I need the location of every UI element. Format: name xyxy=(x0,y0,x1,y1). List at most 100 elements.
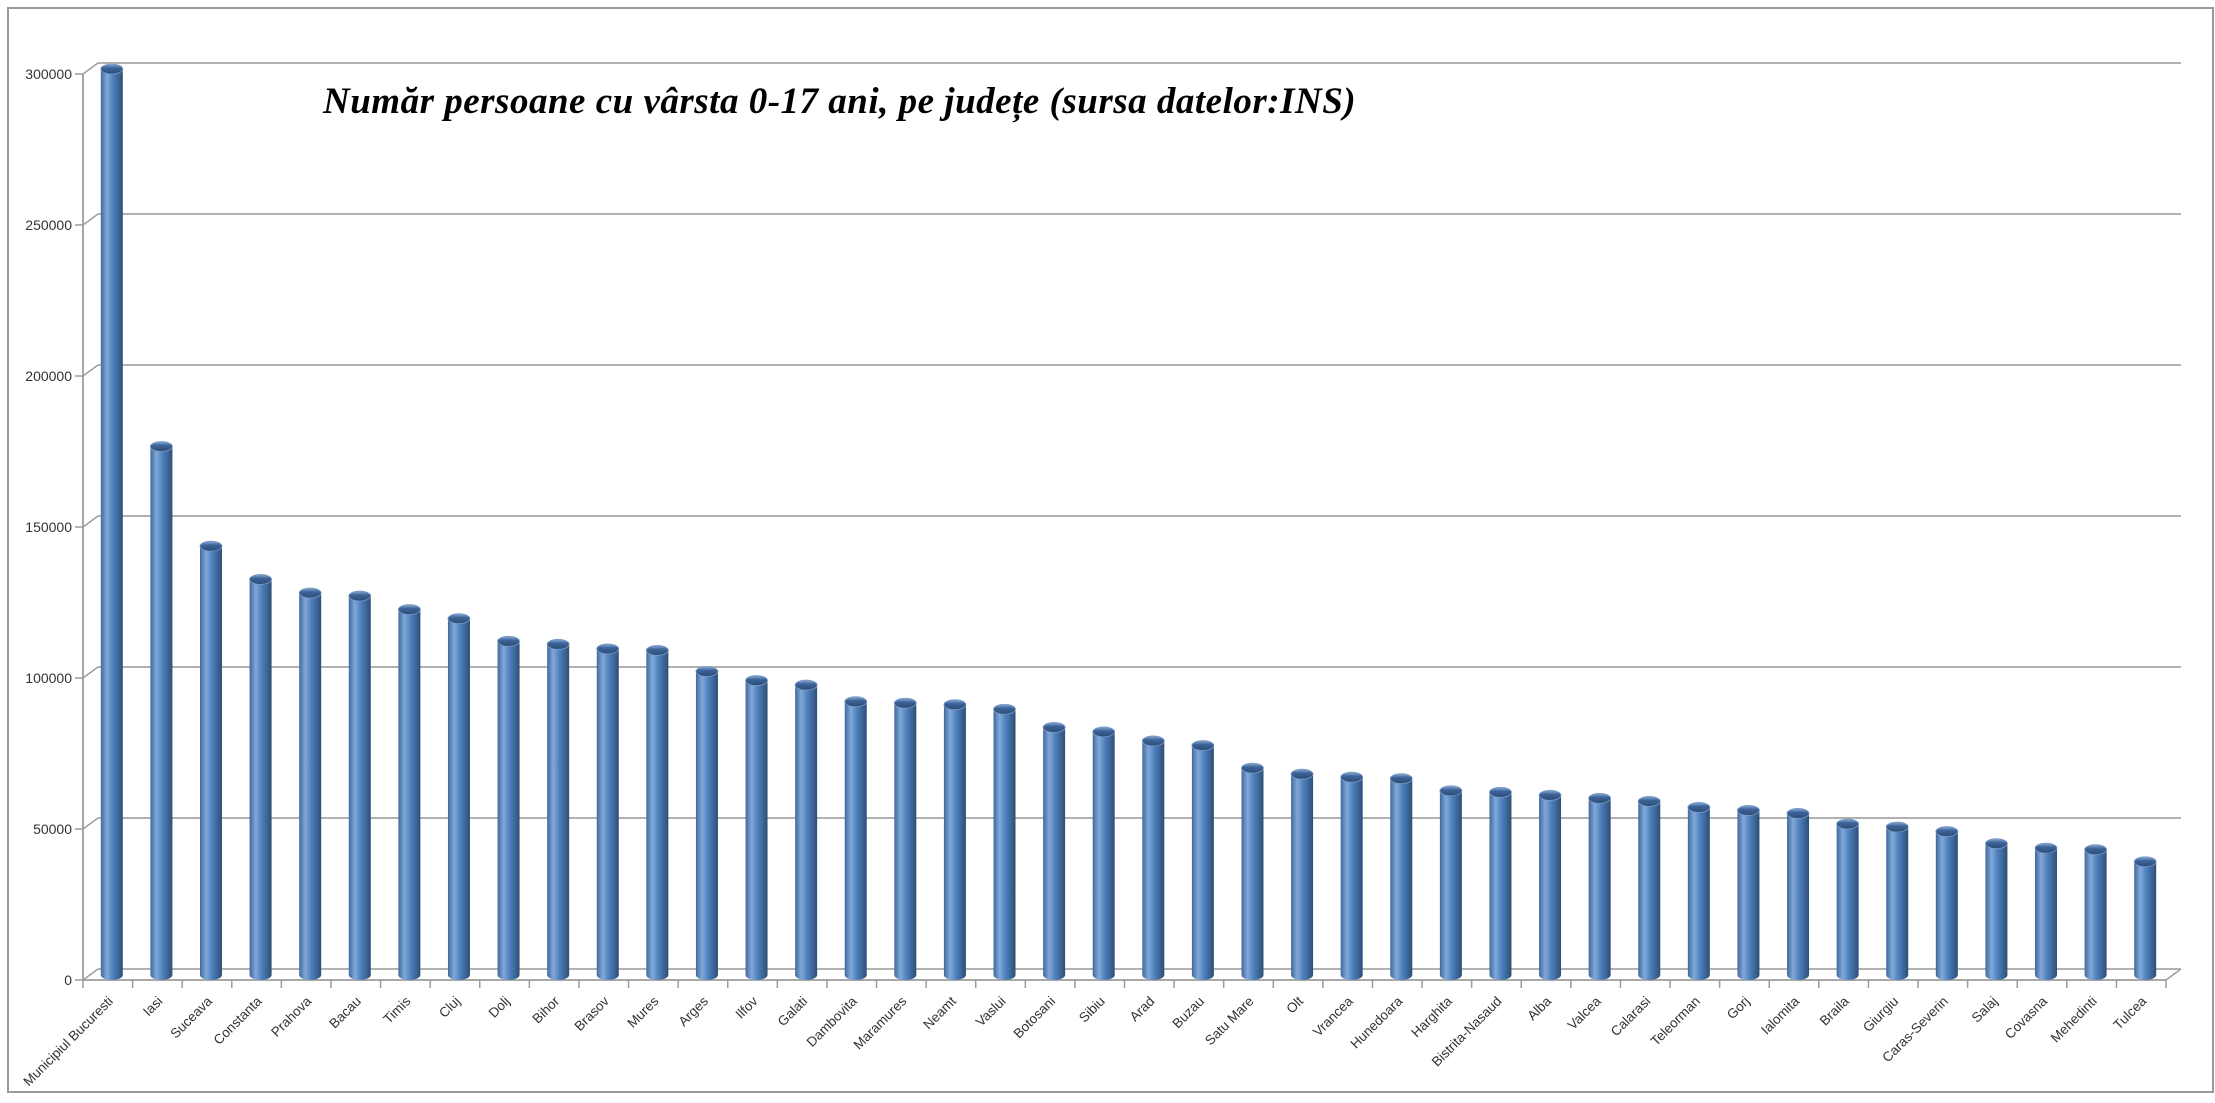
bar-constanta xyxy=(249,573,272,980)
bar-top-cap xyxy=(1092,726,1116,738)
x-tick-label-galati: Galati xyxy=(775,994,811,1030)
x-tick-label-giurgiu: Giurgiu xyxy=(1860,994,1901,1035)
bar-body xyxy=(299,592,322,975)
bar-bihor xyxy=(546,638,570,980)
x-tick-label-timis: Timis xyxy=(380,993,413,1026)
x-tick-label-covasna: Covasna xyxy=(2002,993,2051,1042)
bar-body xyxy=(745,680,768,975)
bar-top-cap xyxy=(1340,771,1364,783)
bar-top-cap xyxy=(1241,762,1264,774)
bar-top-cap xyxy=(1836,818,1860,830)
bar-ilfov xyxy=(745,675,768,980)
bar-body xyxy=(1390,778,1413,975)
bar-mehedinti xyxy=(2084,844,2108,980)
bar-body xyxy=(1142,740,1165,975)
x-tick-label-braila: Braila xyxy=(1817,993,1852,1028)
bar-body xyxy=(1191,745,1214,975)
x-tick-label-arges: Arges xyxy=(676,993,712,1029)
bar-top-cap xyxy=(397,604,421,615)
bar-body xyxy=(1836,824,1859,975)
x-tick-label-calarasi: Calarasi xyxy=(1608,994,1654,1040)
bar-top-cap xyxy=(1389,773,1413,785)
x-tick-label-teleorman: Teleorman xyxy=(1648,994,1703,1049)
bar-top-cap xyxy=(100,63,124,75)
bar-teleorman xyxy=(1687,801,1711,980)
bar-top-cap xyxy=(1687,801,1711,813)
bar-top-cap xyxy=(844,696,868,708)
bar-top-cap xyxy=(1935,826,1959,837)
x-tick-label-ilfov: Ilfov xyxy=(733,993,761,1021)
bar-bacau xyxy=(348,590,372,980)
bar-iasi xyxy=(149,441,173,980)
bar-dolj xyxy=(497,635,520,980)
bar-body xyxy=(1638,801,1661,975)
bar-cluj xyxy=(447,613,471,980)
bar-top-cap xyxy=(645,644,669,656)
y-tick-label-50000: 50000 xyxy=(33,821,72,837)
bar-top-cap xyxy=(993,703,1016,715)
y-depth-diagonal-150000 xyxy=(82,515,99,528)
x-tick-label-gorj: Gorj xyxy=(1724,994,1753,1023)
bar-neamt xyxy=(943,699,967,980)
bar-body xyxy=(894,703,917,975)
bar-suceava xyxy=(199,540,223,980)
bar-top-cap xyxy=(1290,768,1314,780)
bar-body xyxy=(1687,807,1710,975)
x-tick-label-dolj: Dolj xyxy=(486,994,513,1021)
bar-body xyxy=(2134,861,2157,975)
x-tick-label-vaslui: Vaslui xyxy=(973,994,1009,1030)
bar-top-cap xyxy=(745,675,768,686)
bar-braila xyxy=(1836,818,1860,980)
bar-prahova xyxy=(298,587,322,980)
bar-body xyxy=(695,671,718,975)
bar-sibiu xyxy=(1092,726,1116,980)
x-tick-label-harghita: Harghita xyxy=(1408,993,1455,1040)
bar-top-cap xyxy=(298,587,322,599)
bar-arad xyxy=(1141,735,1165,980)
bar-vrancea xyxy=(1340,771,1364,980)
bar-body xyxy=(199,546,222,975)
bar-top-cap xyxy=(199,540,223,552)
x-tick-label-alba: Alba xyxy=(1524,993,1554,1023)
bar-top-cap xyxy=(596,643,620,655)
floor-right-diagonal xyxy=(2165,968,2182,981)
bar-top-cap xyxy=(1141,735,1165,747)
bar-body xyxy=(1340,777,1363,975)
x-tick-label-buzau: Buzau xyxy=(1169,994,1207,1032)
bar-top-cap xyxy=(893,697,917,709)
bar-body xyxy=(1043,727,1066,975)
bar-buzau xyxy=(1191,740,1215,980)
bar-satu-mare xyxy=(1241,762,1264,980)
bar-body xyxy=(547,644,570,975)
bar-caras-severin xyxy=(1935,826,1959,980)
bar-galati xyxy=(794,679,818,980)
bar-top-cap xyxy=(2084,844,2108,856)
x-tick-label-bihor: Bihor xyxy=(529,993,562,1026)
bar-top-cap xyxy=(1538,789,1562,801)
bar-brasov xyxy=(596,643,620,980)
bar-top-cap xyxy=(1786,808,1810,819)
y-tick-label-300000: 300000 xyxy=(25,66,72,82)
bar-body xyxy=(1291,774,1314,975)
bar-body xyxy=(1985,843,2008,975)
bar-hunedoara xyxy=(1389,773,1413,980)
bar-body xyxy=(993,709,1016,975)
bar-harghita xyxy=(1439,785,1463,980)
bar-top-cap xyxy=(1489,786,1512,798)
bar-body xyxy=(646,650,669,975)
bar-body xyxy=(1588,798,1611,975)
x-tick-label-iasi: Iasi xyxy=(140,994,165,1019)
bar-municipiul-bucuresti xyxy=(100,63,124,980)
y-depth-diagonal-200000 xyxy=(82,364,99,377)
bar-body xyxy=(1489,792,1512,975)
x-tick-label-municipiul-bucuresti: Municipiul Bucuresti xyxy=(20,994,116,1090)
bar-top-cap xyxy=(1439,785,1463,797)
bar-top-cap xyxy=(1191,740,1215,751)
x-tick-label-satu-mare: Satu Mare xyxy=(1202,994,1257,1049)
bar-top-cap xyxy=(1737,805,1760,816)
bar-top-cap xyxy=(2034,842,2058,854)
bar-calarasi xyxy=(1637,795,1661,980)
x-tick-label-mehedinti: Mehedinti xyxy=(2048,994,2100,1046)
x-tick-label-tulcea: Tulcea xyxy=(2110,993,2149,1032)
y-depth-diagonal-250000 xyxy=(82,213,99,226)
